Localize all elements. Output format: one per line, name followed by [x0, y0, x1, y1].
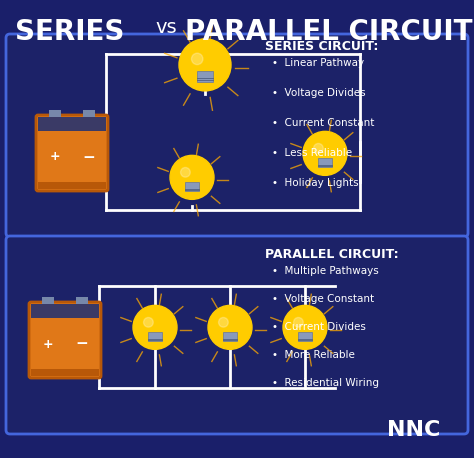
Circle shape	[314, 143, 323, 153]
Text: −: −	[76, 337, 88, 351]
Circle shape	[208, 305, 252, 349]
Text: •  Voltage Divides: • Voltage Divides	[272, 88, 365, 98]
Text: •  Linear Pathway: • Linear Pathway	[272, 58, 364, 68]
FancyBboxPatch shape	[6, 34, 468, 237]
Text: •  Current Constant: • Current Constant	[272, 118, 374, 128]
Circle shape	[303, 131, 347, 175]
Text: •  Holiday Lights: • Holiday Lights	[272, 178, 359, 188]
Text: SERIES: SERIES	[15, 18, 124, 46]
FancyBboxPatch shape	[36, 115, 108, 191]
FancyBboxPatch shape	[6, 236, 468, 434]
Bar	[31, 304, 99, 318]
FancyBboxPatch shape	[29, 302, 101, 378]
Circle shape	[133, 305, 177, 349]
Bar	[318, 158, 332, 168]
Bar	[38, 182, 106, 189]
Bar	[185, 182, 199, 191]
Bar	[49, 110, 61, 117]
Text: vs: vs	[155, 18, 177, 37]
Text: PARALLEL CIRCUITS: PARALLEL CIRCUITS	[185, 18, 474, 46]
Circle shape	[179, 39, 231, 91]
Bar	[223, 332, 237, 342]
Circle shape	[293, 317, 303, 327]
Bar	[38, 117, 106, 131]
Text: PARALLEL CIRCUIT:: PARALLEL CIRCUIT:	[265, 248, 399, 261]
Bar	[76, 297, 88, 304]
Bar	[42, 297, 54, 304]
Text: •  Residential Wiring: • Residential Wiring	[272, 378, 379, 388]
Text: +: +	[50, 151, 60, 164]
Circle shape	[170, 155, 214, 199]
Text: •  Current Divides: • Current Divides	[272, 322, 366, 332]
Bar	[31, 369, 99, 376]
Bar	[197, 71, 213, 82]
Circle shape	[181, 168, 190, 177]
Circle shape	[144, 317, 153, 327]
Text: •  More Reliable: • More Reliable	[272, 350, 355, 360]
Text: NNC: NNC	[387, 420, 440, 440]
Text: −: −	[82, 149, 95, 164]
Text: •  Multiple Pathways: • Multiple Pathways	[272, 266, 379, 276]
Text: +: +	[43, 338, 53, 350]
Circle shape	[219, 317, 228, 327]
Circle shape	[191, 53, 203, 65]
Text: •  Voltage Constant: • Voltage Constant	[272, 294, 374, 304]
Bar	[298, 332, 312, 342]
Circle shape	[283, 305, 327, 349]
Bar	[83, 110, 95, 117]
Text: SERIES CIRCUIT:: SERIES CIRCUIT:	[265, 40, 378, 53]
Bar	[148, 332, 162, 342]
Text: •  Less Reliable: • Less Reliable	[272, 148, 352, 158]
